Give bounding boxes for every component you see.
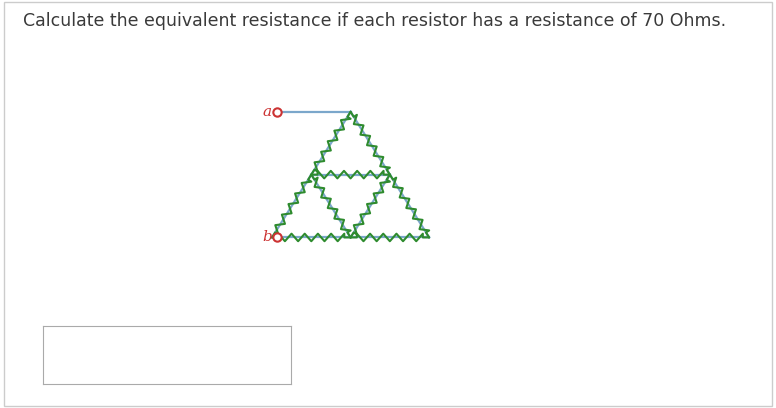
Text: Calculate the equivalent resistance if each resistor has a resistance of 70 Ohms: Calculate the equivalent resistance if e… [23,12,726,30]
Text: b: b [262,231,272,244]
Text: a: a [263,105,272,119]
